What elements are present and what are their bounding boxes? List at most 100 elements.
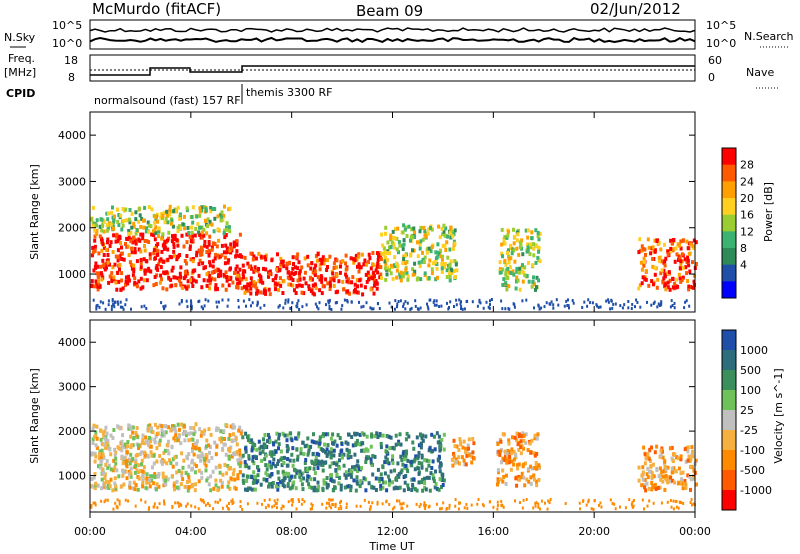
echo-cell: [302, 291, 306, 296]
ground-scatter-cell: [176, 501, 179, 505]
echo-cell: [355, 290, 359, 295]
echo-cell: [303, 461, 307, 465]
ground-scatter-cell: [237, 305, 240, 309]
echo-cell: [211, 207, 215, 211]
echo-cell: [405, 449, 408, 454]
ground-scatter-cell: [190, 299, 192, 303]
ground-scatter-cell: [587, 498, 590, 502]
noise-trace: [89, 27, 696, 33]
echo-cell: [419, 239, 423, 244]
echo-cell: [205, 244, 209, 249]
echo-cell: [310, 485, 314, 490]
echo-cell: [684, 265, 688, 270]
colorbar-swatch: [722, 370, 736, 391]
echo-cell: [384, 455, 388, 460]
echo-cell: [268, 460, 272, 465]
echo-cell: [517, 270, 521, 275]
echo-cell: [95, 228, 99, 233]
ground-scatter-cell: [540, 499, 543, 503]
echo-cell: [230, 454, 234, 459]
echo-cell: [182, 458, 186, 463]
echo-cell: [205, 272, 209, 277]
echo-cell: [152, 248, 156, 253]
ground-scatter-cell: [185, 504, 188, 508]
echo-cell: [233, 485, 237, 490]
echo-cell: [505, 276, 509, 281]
echo-cell: [694, 262, 698, 266]
echo-cell: [106, 217, 110, 222]
echo-cell: [678, 266, 682, 271]
echo-cell: [332, 479, 336, 484]
echo-cell: [96, 282, 100, 286]
echo-cell: [411, 440, 415, 445]
echo-cell: [180, 473, 184, 478]
echo-cell: [524, 432, 528, 437]
echo-cell: [516, 232, 520, 237]
echo-cell: [172, 424, 176, 429]
echo-cell: [166, 238, 169, 243]
echo-cell: [326, 281, 330, 286]
ground-scatter-cell: [160, 301, 163, 305]
ground-scatter-cell: [404, 300, 407, 304]
echo-cell: [102, 246, 106, 250]
echo-cell: [356, 459, 360, 464]
echo-cell: [391, 458, 394, 463]
echo-cell: [666, 252, 670, 257]
echo-cell: [297, 431, 301, 436]
echo-cell: [194, 226, 198, 231]
echo-cell: [149, 437, 153, 442]
echo-cell: [400, 243, 404, 248]
echo-cell: [514, 453, 518, 458]
echo-cell: [281, 431, 285, 436]
echo-cell: [410, 235, 414, 240]
echo-cell: [102, 219, 106, 224]
echo-cell: [371, 454, 375, 458]
echo-cell: [321, 432, 325, 437]
echo-cell: [94, 261, 98, 266]
echo-cell: [664, 287, 668, 292]
echo-cell: [658, 485, 662, 490]
echo-cell: [128, 485, 132, 490]
echo-cell: [172, 427, 176, 432]
echo-cell: [148, 477, 152, 482]
echo-cell: [210, 245, 214, 250]
ground-scatter-cell: [346, 300, 349, 304]
echo-cell: [458, 437, 462, 442]
ground-scatter-cell: [90, 504, 93, 508]
echo-cell: [161, 471, 165, 476]
echo-cell: [423, 481, 427, 485]
ground-scatter-cell: [305, 303, 308, 307]
echo-cell: [529, 475, 533, 480]
echo-cell: [205, 250, 209, 254]
echo-cell: [131, 430, 135, 435]
echo-cell: [214, 478, 218, 483]
echo-cell: [135, 433, 139, 438]
echo-cell: [403, 480, 407, 485]
echo-cell: [449, 267, 453, 272]
echo-cell: [450, 229, 454, 234]
echo-cell: [526, 235, 530, 240]
echo-cell: [348, 472, 352, 477]
ground-scatter-cell: [99, 300, 102, 304]
echo-cell: [462, 458, 466, 463]
echo-cell: [298, 283, 301, 288]
echo-cell: [398, 432, 402, 437]
echo-cell: [380, 275, 383, 280]
echo-cell: [210, 247, 214, 252]
echo-cell: [90, 451, 94, 456]
colorbar-swatch: [722, 164, 736, 182]
echo-cell: [203, 239, 207, 244]
echo-cell: [649, 251, 653, 256]
ground-scatter-cell: [660, 302, 663, 305]
noise-panel-frame: [89, 19, 696, 50]
ground-scatter-cell: [479, 301, 482, 305]
echo-cell: [164, 424, 168, 429]
ground-scatter-cell: [692, 502, 695, 506]
echo-cell: [200, 451, 204, 456]
echo-cell: [262, 437, 265, 442]
echo-cell: [170, 268, 174, 273]
echo-cell: [92, 268, 96, 273]
echo-cell: [664, 476, 668, 481]
echo-cell: [250, 487, 254, 492]
echo-cell: [329, 477, 333, 482]
